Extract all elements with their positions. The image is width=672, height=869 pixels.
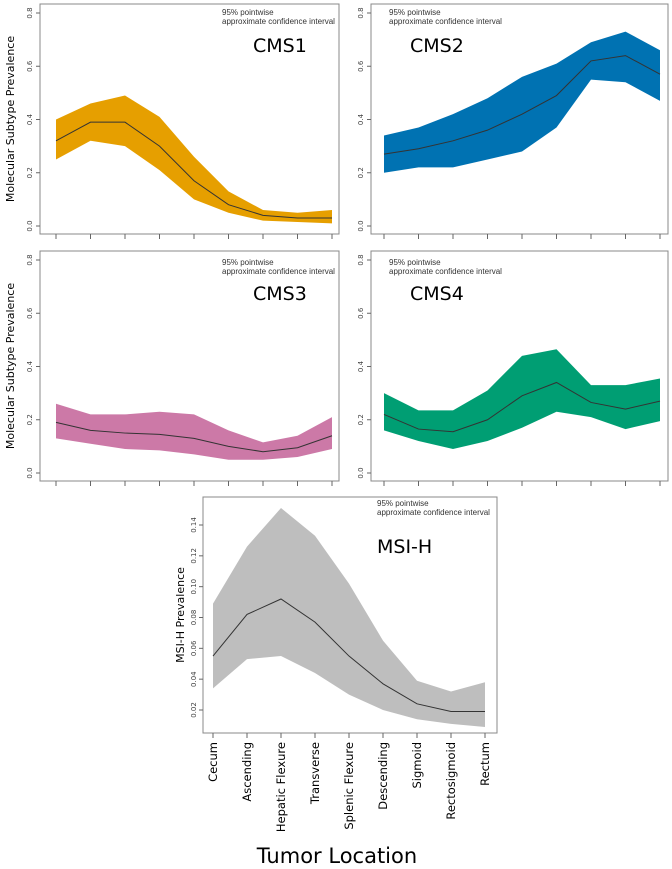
mean-line: [212, 598, 485, 713]
x-tick-label: Cecum: [206, 742, 220, 782]
x-tick-label: Hepatic Flexure: [274, 742, 288, 832]
ci-note: approximate confidence interval: [222, 17, 335, 26]
y-tick-label: 0.4: [26, 360, 34, 372]
y-tick-label: 0.12: [190, 548, 198, 564]
mean-line: [55, 121, 332, 219]
y-tick-label: 0.2: [26, 167, 34, 178]
ci-note: approximate confidence interval: [389, 17, 502, 26]
ci-note: 95% pointwise: [222, 258, 274, 267]
panel-title: CMS2: [410, 35, 464, 57]
y-tick-label: 0.02: [190, 702, 198, 718]
panel-title: MSI-H: [377, 536, 432, 558]
y-tick-label: 0.4: [357, 113, 365, 125]
mean-line: [55, 421, 333, 453]
y-axis-label: Molecular Subtype Prevalence: [4, 283, 17, 449]
y-tick-label: 0.0: [26, 220, 34, 231]
y-tick-label: 0.4: [357, 360, 365, 372]
y-tick-label: 0.0: [357, 467, 365, 478]
y-tick-label: 0.8: [26, 7, 34, 18]
y-tick-label: 0.04: [190, 671, 198, 687]
confidence-band: [384, 31, 660, 173]
mean-line: [383, 55, 661, 155]
ci-note: approximate confidence interval: [222, 267, 335, 276]
confidence-band: [56, 403, 332, 460]
y-tick-label: 0.6: [357, 60, 365, 72]
y-tick-label: 0.0: [26, 467, 34, 478]
panel-cms2: 0.0 0.2 0.4 0.6 0.8 95% pointwiseapproximate …: [357, 3, 669, 239]
ci-note: approximate confidence interval: [377, 508, 490, 517]
y-tick-label: 0.2: [26, 414, 34, 425]
x-tick-label: Ascending: [240, 742, 254, 802]
ci-note: 95% pointwise: [389, 8, 441, 17]
x-tick-label: Rectum: [478, 742, 492, 786]
confidence-band: [213, 508, 485, 727]
panel-msi-h: 0.02 0.04 0.06 0.08 0.10 0.12 0.14 95% pointwis…: [174, 496, 498, 832]
y-tick-label: 0.08: [190, 610, 198, 626]
panel-cms3: 0.0 0.2 0.4 0.6 0.8 95% pointwiseapproximate …: [4, 250, 340, 486]
panel-cms1: 0.0 0.2 0.4 0.6 0.8 95% pointwiseapproximate …: [4, 3, 340, 239]
y-tick-label: 0.10: [190, 579, 198, 595]
y-tick-label: 0.6: [26, 60, 34, 72]
y-tick-label: 0.6: [26, 307, 34, 319]
y-tick-label: 0.2: [357, 414, 365, 425]
y-tick-label: 0.2: [357, 167, 365, 178]
x-tick-label: Transverse: [308, 742, 322, 805]
y-tick-label: 0.06: [190, 640, 198, 656]
y-tick-label: 0.14: [190, 517, 198, 533]
y-tick-label: 0.4: [26, 113, 34, 125]
panel-title: CMS1: [253, 35, 307, 57]
x-tick-label: Descending: [376, 742, 390, 810]
y-tick-label: 0.8: [26, 254, 34, 265]
panel-title: CMS3: [253, 283, 307, 305]
ci-note: 95% pointwise: [222, 8, 274, 17]
panel-title: CMS4: [410, 283, 464, 305]
mean-line: [383, 381, 661, 433]
x-tick-label: Sigmoid: [410, 742, 424, 789]
ci-note: approximate confidence interval: [389, 267, 502, 276]
y-tick-label: 0.0: [357, 220, 365, 231]
ci-note: 95% pointwise: [377, 499, 429, 508]
x-axis-label: Tumor Location: [256, 844, 417, 868]
x-tick-label: Splenic Flexure: [342, 742, 356, 830]
plot-frame: [202, 496, 498, 734]
confidence-band: [56, 95, 332, 224]
y-tick-label: 0.8: [357, 254, 365, 265]
y-tick-label: 0.8: [357, 7, 365, 18]
panel-cms4: 0.0 0.2 0.4 0.6 0.8 95% pointwiseapproximate …: [357, 250, 669, 486]
ci-note: 95% pointwise: [389, 258, 441, 267]
confidence-band: [384, 349, 660, 450]
y-axis-label: Molecular Subtype Prevalence: [4, 36, 17, 202]
y-tick-label: 0.6: [357, 307, 365, 319]
x-tick-label: Rectosigmoid: [444, 742, 458, 820]
y-axis-label: MSI-H Prevalence: [174, 567, 187, 663]
